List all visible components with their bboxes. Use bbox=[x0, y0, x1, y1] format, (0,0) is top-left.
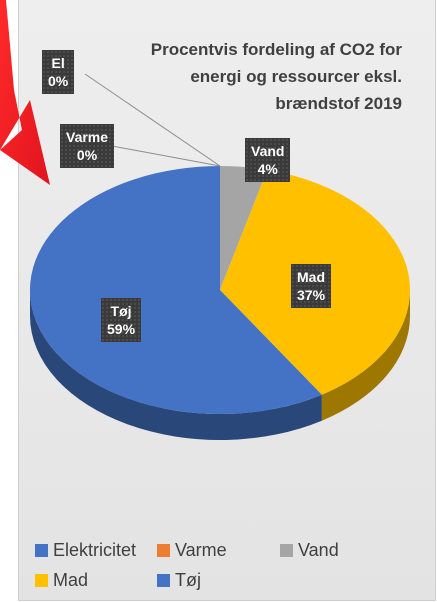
data-label-mad: Mad 37% bbox=[291, 264, 332, 308]
legend-swatch bbox=[157, 573, 170, 587]
legend-swatch bbox=[35, 543, 48, 557]
chart-title-line: Procentvis fordeling af CO2 for bbox=[150, 40, 402, 59]
leader-line-el bbox=[84, 73, 221, 167]
chart-title: Procentvis fordeling af CO2 for energi o… bbox=[112, 36, 402, 117]
data-label-el: El 0% bbox=[42, 50, 75, 94]
pie-side-mad bbox=[321, 290, 410, 421]
legend-item-vand: Vand bbox=[280, 538, 339, 562]
legend-item-elektricitet: Elektricitet bbox=[35, 538, 136, 562]
pie-side-tøj bbox=[30, 290, 322, 440]
legend-item-toj: Tøj bbox=[157, 568, 201, 592]
legend-swatch bbox=[280, 543, 293, 557]
red-arrow-icon bbox=[0, 0, 50, 185]
pie-slice-vand bbox=[220, 166, 268, 290]
legend-item-varme: Varme bbox=[157, 538, 227, 562]
data-label-varme: Varme 0% bbox=[60, 124, 115, 168]
chart-title-line: energi og ressourcer eksl. bbox=[190, 67, 402, 86]
leader-line-varme bbox=[111, 145, 221, 167]
chart-title-line: brændstof 2019 bbox=[275, 94, 402, 113]
legend-swatch bbox=[157, 543, 170, 557]
data-label-vand: Vand 4% bbox=[245, 138, 291, 182]
data-label-toj: Tøj 59% bbox=[101, 298, 142, 342]
pie-slice-tøj bbox=[30, 165, 322, 414]
legend-item-mad: Mad bbox=[35, 568, 88, 592]
legend-swatch bbox=[35, 573, 48, 587]
